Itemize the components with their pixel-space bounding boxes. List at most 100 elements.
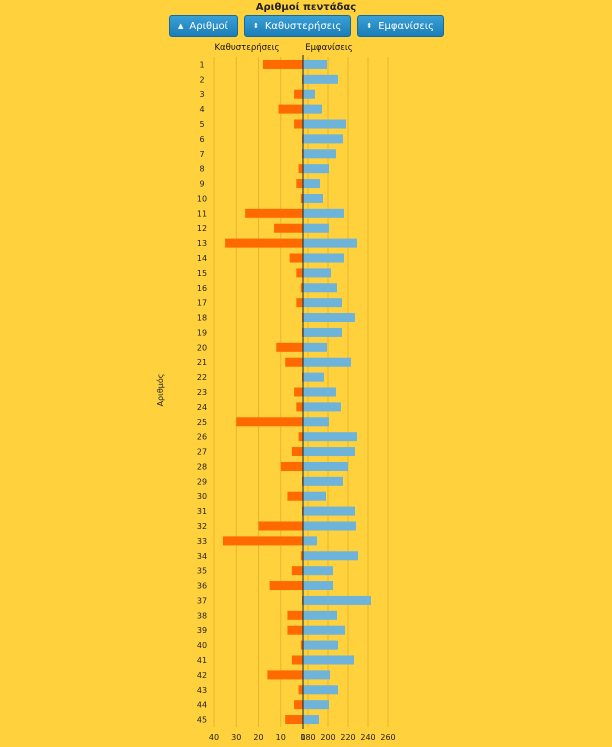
appearance-bar <box>303 238 357 248</box>
right-header: Εμφανίσεις <box>305 43 352 53</box>
appearance-bar <box>303 283 337 293</box>
delay-bar <box>287 610 303 620</box>
appearance-bar <box>303 179 320 189</box>
delay-bar <box>296 298 303 308</box>
delay-bar <box>294 89 303 99</box>
sort-ascending-icon: ▲ <box>178 22 184 30</box>
appearance-bar <box>303 595 371 605</box>
delay-bar <box>298 432 303 442</box>
sort-by-number-button[interactable]: ▲ Αριθμοί <box>169 15 238 37</box>
category-label: 34 <box>197 552 207 561</box>
appearance-bar <box>303 268 331 278</box>
sort-by-appearances-label: Εμφανίσεις <box>378 20 435 32</box>
appearance-bar <box>303 387 336 397</box>
delay-bar <box>280 461 303 471</box>
delay-bar <box>294 387 303 397</box>
category-label: 13 <box>197 239 207 248</box>
category-label: 36 <box>197 582 207 591</box>
appearance-bar <box>303 610 337 620</box>
appearance-bar <box>303 298 342 308</box>
category-label: 16 <box>197 284 207 293</box>
appearance-bar <box>303 223 329 233</box>
appearance-bar <box>303 104 322 114</box>
category-label: 14 <box>197 254 207 263</box>
category-label: 29 <box>197 477 207 486</box>
category-label: 44 <box>197 701 207 710</box>
category-label: 33 <box>197 537 207 546</box>
delay-bar <box>287 625 303 635</box>
right-tick-label: 220 <box>340 733 355 742</box>
category-label: 17 <box>197 299 207 308</box>
appearance-bar <box>303 551 358 561</box>
delay-bar <box>245 208 303 218</box>
delay-bar <box>296 402 303 412</box>
delay-bar <box>285 715 303 725</box>
category-label: 26 <box>197 433 207 442</box>
appearance-bar <box>303 149 336 159</box>
category-label: 38 <box>197 611 207 620</box>
appearance-bar <box>303 59 327 69</box>
category-label: 2 <box>199 75 204 84</box>
category-label: 45 <box>197 716 207 725</box>
category-label: 11 <box>197 209 207 218</box>
appearance-bar <box>303 253 344 263</box>
left-tick-label: 30 <box>231 733 241 742</box>
appearance-bar <box>303 655 354 665</box>
category-label: 3 <box>199 90 204 99</box>
category-label: 30 <box>197 492 207 501</box>
delay-bar <box>300 193 303 203</box>
category-label: 43 <box>197 686 207 695</box>
delay-bar <box>291 655 303 665</box>
sort-by-appearances-button[interactable]: ⬍ Εμφανίσεις <box>357 15 445 37</box>
appearance-bar <box>303 670 330 680</box>
appearance-bar <box>303 372 324 382</box>
sort-by-delays-button[interactable]: ⬍ Καθυστερήσεις <box>243 15 352 37</box>
category-label: 15 <box>197 269 207 278</box>
category-label: 4 <box>199 105 204 114</box>
right-tick-label: 180 <box>300 733 315 742</box>
category-label: 40 <box>197 641 207 650</box>
delay-bar <box>267 670 303 680</box>
left-tick-label: 10 <box>276 733 286 742</box>
appearance-bar <box>303 402 341 412</box>
appearance-bar <box>303 119 346 129</box>
delay-bar <box>296 268 303 278</box>
appearance-bar <box>303 432 357 442</box>
sort-by-number-label: Αριθμοί <box>189 20 228 32</box>
appearance-bar <box>303 89 315 99</box>
appearance-bar <box>303 566 333 576</box>
appearance-bar <box>303 74 338 84</box>
category-label: 28 <box>197 462 207 471</box>
appearance-bar <box>303 476 343 486</box>
right-tick-label: 260 <box>380 733 395 742</box>
sort-both-icon: ⬍ <box>252 22 259 30</box>
delay-bar <box>300 640 303 650</box>
appearance-bar <box>303 447 355 457</box>
delay-bar <box>287 491 303 501</box>
appearance-bar <box>303 700 329 710</box>
category-label: 32 <box>197 522 207 531</box>
appearance-bar <box>303 685 338 695</box>
category-label: 12 <box>197 224 207 233</box>
left-tick-label: 20 <box>253 733 263 742</box>
left-header: Καθυστερήσεις <box>214 43 279 53</box>
category-label: 9 <box>199 180 204 189</box>
delay-bar <box>298 164 303 174</box>
category-label: 1 <box>199 60 204 69</box>
delay-bar <box>291 447 303 457</box>
category-label: 22 <box>197 373 207 382</box>
category-label: 19 <box>197 328 207 337</box>
delay-bar <box>262 59 303 69</box>
category-label: 31 <box>197 507 207 516</box>
appearance-bar <box>303 491 326 501</box>
delay-bar <box>298 685 303 695</box>
appearance-bar <box>303 208 344 218</box>
delay-bar <box>225 238 303 248</box>
appearance-bar <box>303 521 356 531</box>
delay-bar <box>289 253 303 263</box>
delay-bar <box>278 104 303 114</box>
category-label: 7 <box>199 150 204 159</box>
appearance-bar <box>303 342 327 352</box>
